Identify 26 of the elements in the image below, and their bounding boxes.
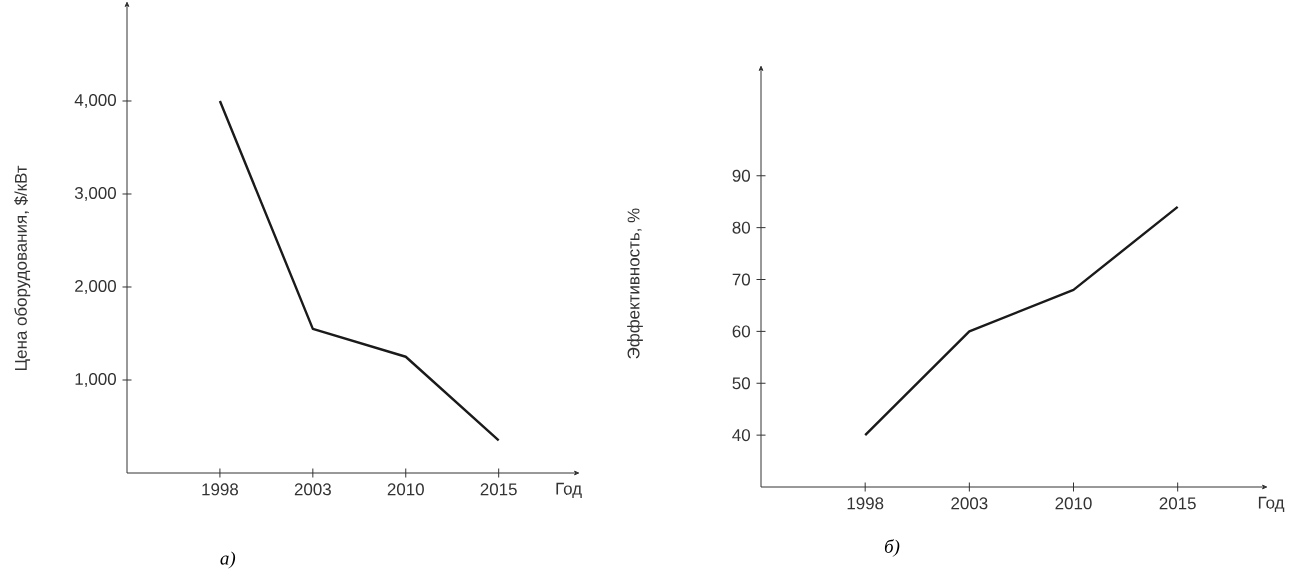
y-tick-label: 60: [732, 325, 751, 338]
y-axis-title: Цена оборудования, $/кВт: [14, 165, 31, 371]
x-tick-label: 2010: [387, 483, 424, 496]
y-tick-label: 80: [732, 221, 751, 234]
y-tick-label: 2,000: [75, 280, 116, 294]
x-tick-label: 1998: [847, 497, 884, 510]
y-tick-label: 70: [732, 273, 751, 286]
x-tick-label: 2015: [480, 483, 517, 496]
line-series: [218, 99, 500, 442]
y-axis-title: Эффективность, %: [627, 208, 643, 359]
x-axis-title: Год: [1258, 496, 1285, 512]
x-tick-label: 1998: [202, 483, 239, 496]
x-tick-label: 2003: [951, 497, 988, 510]
y-tick-label: 40: [732, 429, 751, 442]
text: б): [884, 539, 900, 557]
line-series: [863, 205, 1179, 437]
y-tick-label: 50: [732, 377, 751, 390]
x-tick-label: 2010: [1055, 497, 1092, 510]
x-tick-label: 2003: [294, 483, 331, 496]
y-tick-label: 1,000: [75, 373, 116, 387]
y-tick-label: 4,000: [74, 94, 116, 108]
x-axis-title: Год: [556, 482, 582, 498]
y-tick-label: 90: [732, 169, 751, 182]
text: а): [220, 551, 236, 569]
x-tick-label: 2015: [1159, 497, 1196, 510]
y-tick-label: 3,000: [74, 187, 116, 201]
